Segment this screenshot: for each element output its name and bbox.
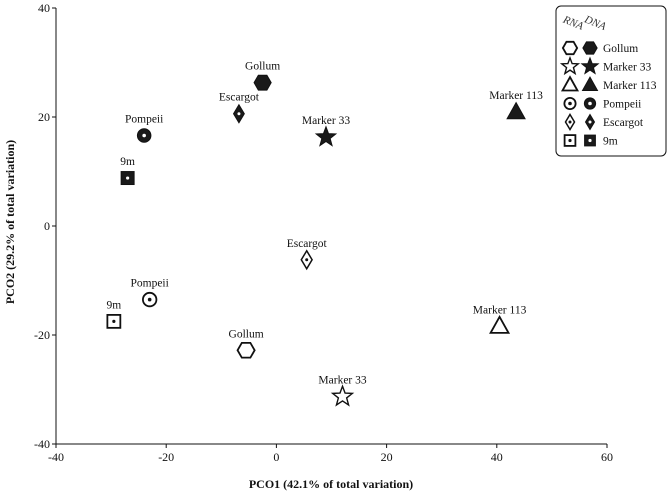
y-tick-label: 40: [38, 1, 50, 15]
x-tick-label: -20: [158, 450, 174, 464]
legend-label-pompeii: Pompeii: [603, 99, 641, 111]
point-label-rna-marker-113: Marker 113: [473, 304, 527, 316]
point-rna-marker-33: [330, 384, 355, 407]
x-tick-label: -40: [48, 450, 64, 464]
hexagon-shape: [236, 341, 256, 359]
x-tick-label: 40: [491, 450, 503, 464]
point-label-dna-escargot: Escargot: [219, 92, 260, 104]
legend-label-9m: 9m: [603, 136, 618, 148]
legend-box: [555, 5, 667, 157]
center-dot: [588, 120, 592, 124]
triangle-shape: [506, 101, 526, 120]
point-label-rna-9m: 9m: [107, 299, 122, 311]
y-tick-label: -20: [34, 328, 50, 342]
legend-label-escargot: Escargot: [603, 117, 644, 129]
legend-marker-open-pompeii: [563, 96, 577, 111]
point-label-dna-9m: 9m: [120, 156, 135, 168]
star-shape: [559, 55, 581, 76]
triangle-shape: [489, 314, 511, 334]
legend-marker-filled-escargot: [584, 113, 596, 131]
hexagon-shape: [582, 41, 598, 55]
x-tick-label: 20: [381, 450, 393, 464]
center-dot: [112, 319, 116, 323]
center-dot: [237, 112, 241, 116]
center-dot: [568, 138, 572, 143]
star-shape: [314, 125, 338, 147]
legend-marker-filled-marker-113: [581, 76, 599, 92]
legend-label-marker-113: Marker 113: [603, 80, 657, 92]
center-dot: [588, 138, 592, 143]
legend-marker-filled-gollum: [582, 41, 598, 55]
legend-marker-open-marker-33: [559, 55, 581, 76]
y-tick-label: 0: [44, 219, 50, 233]
center-dot: [147, 297, 152, 302]
point-label-rna-gollum: Gollum: [229, 328, 264, 340]
point-dna-gollum: [253, 74, 272, 91]
x-tick-label: 0: [273, 450, 279, 464]
point-rna-gollum: [236, 341, 256, 359]
point-rna-pompeii: [142, 291, 158, 308]
center-dot: [305, 258, 309, 262]
point-label-dna-marker-113: Marker 113: [489, 90, 543, 102]
center-dot: [568, 120, 572, 124]
center-dot: [142, 133, 146, 138]
hexagon-shape: [253, 74, 272, 91]
legend-marker-open-marker-113: [560, 75, 580, 92]
point-dna-pompeii: [136, 128, 152, 143]
legend-marker-filled-9m: [584, 134, 596, 147]
triangle-shape: [581, 76, 599, 92]
x-tick-label: 60: [601, 450, 613, 464]
point-rna-9m: [106, 313, 122, 329]
x-axis-title: PCO1 (42.1% of total variation): [249, 477, 413, 491]
center-dot: [588, 101, 592, 106]
star-shape: [580, 56, 600, 75]
y-axis-title: PCO2 (29.2% of total variation): [3, 140, 17, 304]
point-rna-marker-113: [489, 314, 511, 334]
legend-marker-open-gollum: [561, 40, 579, 56]
center-dot: [568, 101, 572, 106]
legend-label-gollum: Gollum: [603, 43, 638, 55]
point-label-dna-pompeii: Pompeii: [125, 114, 163, 126]
point-label-dna-gollum: Gollum: [245, 61, 280, 73]
point-label-rna-marker-33: Marker 33: [318, 375, 366, 387]
point-dna-marker-113: [506, 101, 526, 120]
point-dna-9m: [120, 171, 135, 186]
point-label-rna-pompeii: Pompeii: [130, 278, 168, 290]
point-label-rna-escargot: Escargot: [287, 238, 328, 250]
legend-marker-filled-pompeii: [583, 97, 597, 110]
point-rna-escargot: [300, 249, 313, 271]
point-dna-marker-33: [314, 125, 338, 147]
center-dot: [126, 176, 130, 180]
legend-marker-filled-marker-33: [580, 56, 600, 75]
y-tick-label: 20: [38, 110, 50, 124]
hexagon-shape: [561, 40, 579, 56]
y-tick-label: -40: [34, 437, 50, 451]
legend-marker-open-9m: [563, 134, 577, 147]
point-label-dna-marker-33: Marker 33: [302, 115, 350, 127]
plot-area: -40 -20 0 20 40 60 -40 -20 0 20 40 Gollum Marker 33 M…: [34, 1, 613, 464]
triangle-shape: [560, 75, 580, 92]
legend-marker-open-escargot: [564, 113, 576, 131]
point-dna-escargot: [232, 103, 245, 124]
legend-label-marker-33: Marker 33: [603, 62, 651, 74]
star-shape: [330, 384, 355, 407]
